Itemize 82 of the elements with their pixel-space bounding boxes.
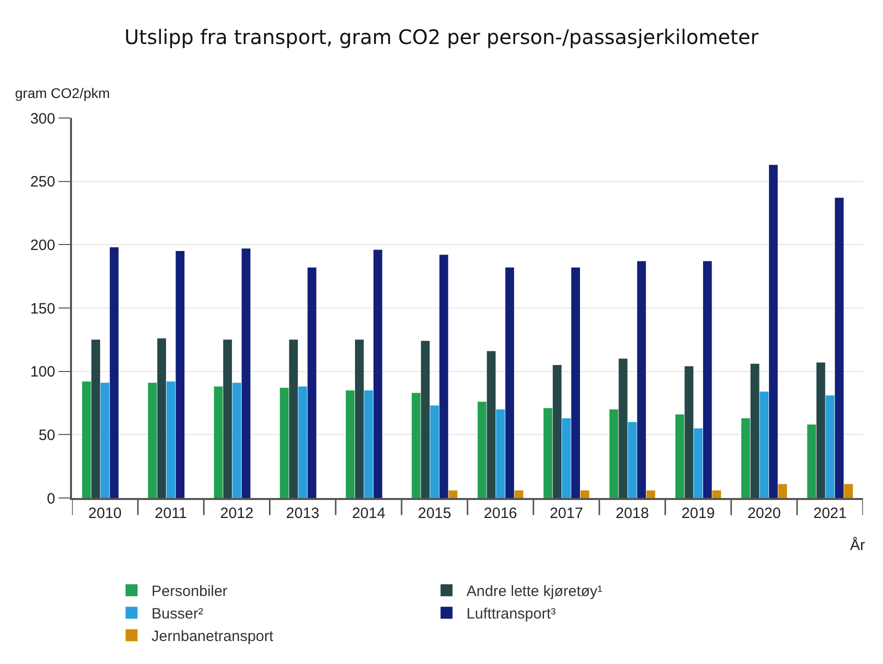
bar [478, 402, 486, 498]
bar [712, 490, 722, 498]
y-tick-label: 250 [30, 174, 56, 191]
legend-label: Busser² [152, 606, 204, 623]
x-tick-label: 2016 [484, 504, 518, 522]
bar [166, 381, 176, 498]
bar [562, 418, 571, 498]
bar [778, 484, 787, 498]
y-tick-label: 200 [30, 236, 56, 254]
x-tick-label: 2013 [286, 504, 320, 522]
bar [420, 340, 430, 498]
bar [580, 490, 590, 498]
bar [91, 340, 100, 498]
bar [486, 351, 496, 498]
x-tick-label: 2014 [352, 504, 386, 522]
bar [100, 382, 110, 498]
bar [280, 388, 289, 498]
bar [684, 366, 694, 498]
bar [552, 365, 562, 498]
bar [308, 267, 316, 498]
bar [760, 392, 769, 498]
y-tick-label: 150 [30, 300, 56, 318]
bar [816, 362, 826, 498]
bar [694, 428, 703, 498]
bar [807, 424, 816, 498]
x-tick-label: 2019 [682, 504, 715, 522]
bar [430, 406, 439, 498]
y-tick-label: 50 [38, 426, 56, 444]
bar [232, 382, 242, 498]
bar [355, 340, 364, 498]
bar [628, 422, 637, 498]
bar [505, 267, 514, 498]
x-tick-label: 2012 [220, 504, 254, 522]
bar [768, 164, 778, 498]
bar [223, 340, 232, 498]
bar [826, 395, 834, 498]
bar [844, 484, 853, 498]
bar [214, 386, 223, 498]
bar [364, 390, 374, 498]
bar [637, 261, 646, 498]
x-tick-label: 2021 [813, 504, 847, 522]
bar [242, 248, 250, 498]
y-axis-title: gram CO2/pkm [15, 85, 110, 101]
bar [618, 358, 628, 498]
chart-title: Utslipp fra transport, gram CO2 per person-/passasjerkilometer [124, 24, 760, 49]
legend-label: Lufttransport³ [466, 606, 556, 623]
bar [148, 382, 157, 498]
bar [373, 250, 382, 498]
legend-label: Andre lette kjøretøy¹ [466, 583, 602, 600]
x-tick-label: 2015 [418, 504, 452, 522]
bar [176, 251, 184, 498]
bar [514, 490, 524, 498]
x-axis-title: År [850, 536, 866, 554]
bar [289, 340, 298, 498]
bar [157, 338, 166, 498]
y-tick-label: 0 [46, 490, 56, 508]
bar [496, 409, 505, 498]
bar [834, 198, 844, 498]
bar [741, 418, 750, 498]
x-tick-label: 2018 [616, 504, 649, 522]
bar [346, 390, 355, 498]
bar [646, 490, 656, 498]
bar [544, 408, 552, 498]
y-tick-label: 100 [30, 364, 56, 381]
x-tick-label: 2017 [550, 504, 584, 522]
bar [439, 254, 448, 498]
bar [571, 267, 580, 498]
bar [82, 381, 91, 498]
x-tick-label: 2011 [154, 504, 188, 522]
x-tick-label: 2020 [747, 504, 781, 522]
bar [298, 386, 308, 498]
bar [448, 490, 458, 498]
bar [412, 392, 420, 498]
bar [609, 409, 618, 498]
bar [675, 414, 684, 498]
bar [750, 364, 760, 498]
legend-label: Personbiler [152, 583, 228, 600]
y-tick-label: 300 [30, 110, 56, 128]
legend-label: Jernbanetransport [152, 628, 274, 646]
x-tick-label: 2010 [88, 504, 122, 522]
bar [703, 261, 712, 498]
bar [110, 247, 119, 498]
